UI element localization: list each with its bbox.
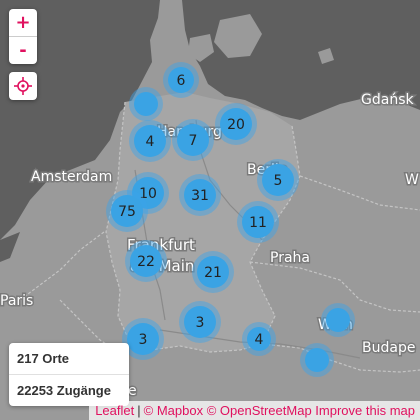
- cluster-marker[interactable]: 11: [237, 201, 279, 243]
- improve-map-link[interactable]: Improve this map: [315, 403, 415, 418]
- cluster-count: 3: [139, 332, 148, 348]
- cluster-count: 31: [191, 188, 209, 204]
- crosshair-icon: [14, 77, 32, 95]
- cluster-marker[interactable]: 4: [242, 322, 276, 356]
- cluster-marker[interactable]: 20: [215, 103, 257, 145]
- leaflet-link[interactable]: Leaflet: [95, 403, 134, 418]
- locate-button[interactable]: [9, 72, 37, 100]
- cluster-count: 4: [255, 332, 264, 348]
- mapbox-link[interactable]: © Mapbox: [144, 403, 203, 418]
- cluster-marker[interactable]: [129, 87, 163, 121]
- cluster-count: 75: [118, 204, 136, 220]
- zoom-out-button[interactable]: -: [9, 36, 37, 64]
- attribution-separator: |: [134, 403, 143, 418]
- city-label-warszawa: W: [405, 172, 419, 188]
- cluster-count: 3: [196, 315, 205, 331]
- osm-link[interactable]: © OpenStreetMap: [207, 403, 312, 418]
- city-label-budapest: Budape: [362, 340, 415, 356]
- cluster-count: 4: [146, 134, 155, 150]
- cluster-marker[interactable]: 75: [106, 190, 148, 232]
- attribution: Leaflet | © Mapbox © OpenStreetMap Improve…: [89, 401, 420, 420]
- zoom-control: + -: [9, 9, 37, 64]
- cluster-count: 21: [204, 265, 222, 281]
- city-label-gdansk: Gdańsk: [361, 92, 414, 108]
- cluster-core: [326, 308, 350, 332]
- stats-panel: 217 Orte 22253 Zugänge: [9, 343, 129, 406]
- places-count: 217 Orte: [9, 343, 129, 374]
- cluster-marker[interactable]: [321, 303, 355, 337]
- cluster-core: [305, 348, 329, 372]
- city-label-partial: e: [128, 383, 137, 399]
- cluster-count: 22: [137, 254, 155, 270]
- city-label-amsterdam: Amsterdam: [31, 169, 112, 185]
- zoom-in-button[interactable]: +: [9, 9, 37, 36]
- cluster-count: 6: [177, 73, 186, 89]
- cluster-marker[interactable]: 5: [257, 159, 299, 201]
- cluster-count: 11: [249, 215, 267, 231]
- cluster-count: 5: [274, 173, 283, 189]
- cluster-marker[interactable]: 7: [172, 119, 214, 161]
- cluster-marker[interactable]: 3: [179, 301, 221, 343]
- cluster-marker[interactable]: 6: [163, 62, 199, 98]
- cluster-count: 20: [227, 117, 245, 133]
- cluster-marker[interactable]: 4: [129, 120, 171, 162]
- cluster-count: 7: [189, 133, 198, 149]
- cluster-marker[interactable]: [300, 343, 334, 377]
- cluster-marker[interactable]: 22: [125, 240, 167, 282]
- city-label-praha: Praha: [270, 250, 310, 266]
- cluster-marker[interactable]: 21: [192, 251, 234, 293]
- city-label-paris: Paris: [0, 293, 33, 309]
- cluster-marker[interactable]: 31: [179, 174, 221, 216]
- cluster-core: [134, 92, 158, 116]
